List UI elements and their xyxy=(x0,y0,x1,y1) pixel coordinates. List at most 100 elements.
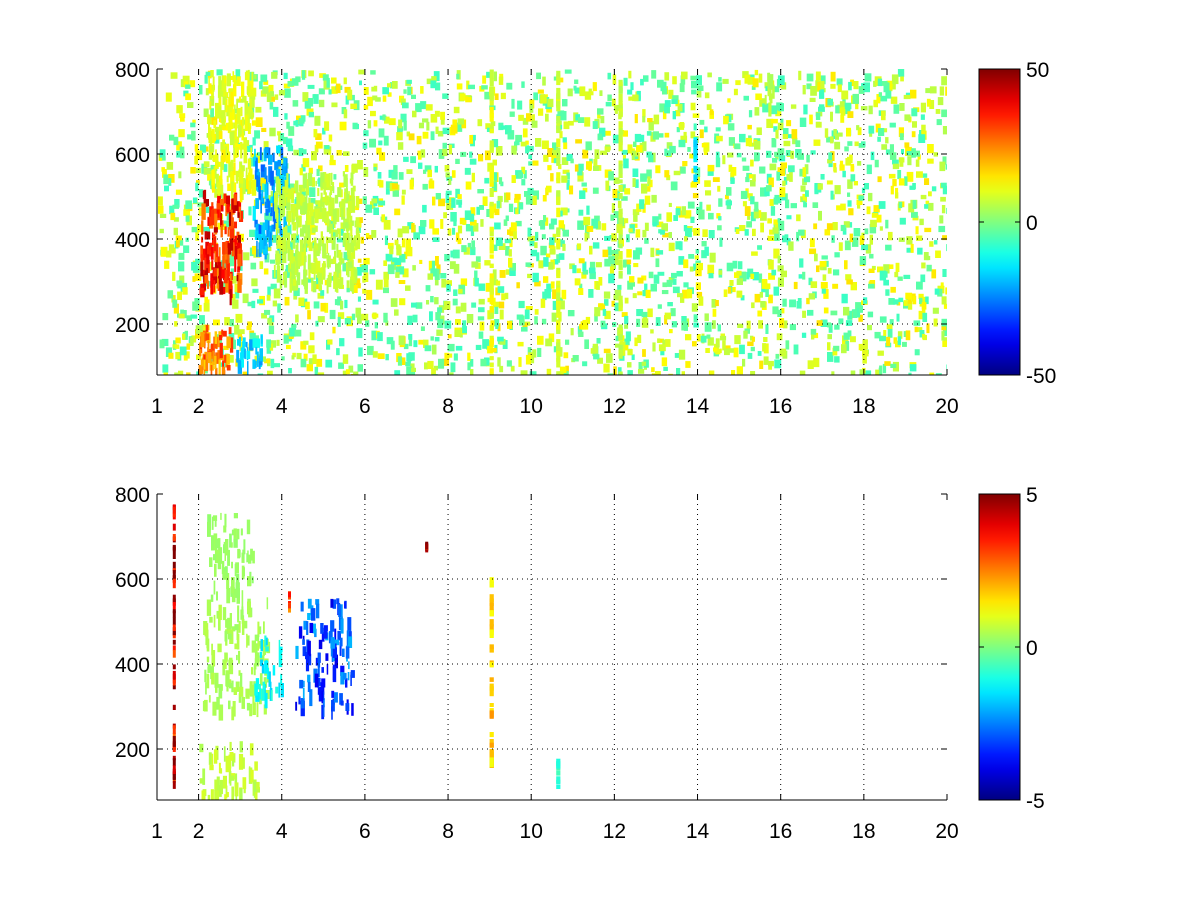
heatmap-cell xyxy=(759,360,764,369)
heatmap-cell xyxy=(624,338,630,346)
heatmap-cell xyxy=(482,339,489,349)
heatmap-cell xyxy=(266,597,269,610)
heatmap-cell xyxy=(550,218,557,225)
heatmap-cell xyxy=(256,351,259,367)
heatmap-cell xyxy=(541,234,546,240)
heatmap-cell xyxy=(878,201,886,209)
heatmap-cell xyxy=(657,271,665,276)
heatmap-cell xyxy=(600,115,605,124)
heatmap-cell xyxy=(618,173,623,178)
heatmap-cell xyxy=(351,313,356,321)
heatmap-cell xyxy=(323,145,329,155)
heatmap-cell xyxy=(342,354,349,364)
heatmap-cell xyxy=(457,118,465,125)
heatmap-cell xyxy=(441,279,447,288)
heatmap-cell xyxy=(247,576,252,587)
heatmap-cell xyxy=(624,188,631,195)
heatmap-cell xyxy=(309,265,313,273)
heatmap-cell xyxy=(546,368,552,375)
heatmap-cell xyxy=(446,280,452,286)
heatmap-cell xyxy=(229,533,232,548)
heatmap-cell xyxy=(767,218,772,224)
heatmap-cell xyxy=(851,237,859,247)
heatmap-cell xyxy=(230,181,234,199)
heatmap-cell xyxy=(505,269,513,275)
heatmap-cell xyxy=(490,320,495,326)
heatmap-cell xyxy=(629,276,635,283)
heatmap-cell xyxy=(758,320,763,329)
heatmap-cell xyxy=(205,88,209,96)
heatmap-cell xyxy=(834,252,840,258)
heatmap-cell xyxy=(168,174,175,183)
heatmap-cell xyxy=(611,300,615,307)
heatmap-cell xyxy=(342,262,349,272)
heatmap-cell xyxy=(489,325,494,331)
heatmap-cell xyxy=(680,166,686,174)
heatmap-cell xyxy=(846,279,853,285)
heatmap-cell xyxy=(432,228,439,235)
heatmap-cell xyxy=(696,262,703,271)
heatmap-cell xyxy=(534,242,538,249)
heatmap-cell xyxy=(363,272,369,282)
heatmap-cell xyxy=(658,344,666,352)
heatmap-cell xyxy=(465,96,472,103)
heatmap-cell xyxy=(863,297,868,304)
heatmap-cell xyxy=(431,260,436,270)
heatmap-cell xyxy=(679,122,685,130)
heatmap-cell xyxy=(172,639,176,645)
heatmap-cell xyxy=(701,241,707,247)
heatmap-cell xyxy=(618,121,623,128)
heatmap-cell xyxy=(668,242,675,252)
heatmap-cell xyxy=(212,129,215,141)
heatmap-cell xyxy=(291,268,296,284)
heatmap-cell xyxy=(334,692,338,703)
heatmap-cell xyxy=(694,255,699,260)
heatmap-cell xyxy=(490,121,496,127)
heatmap-cell xyxy=(809,97,816,102)
heatmap-cell xyxy=(205,71,211,76)
heatmap-cell xyxy=(179,113,186,119)
heatmap-cell xyxy=(295,314,299,323)
heatmap-cell xyxy=(622,348,626,356)
heatmap-cell xyxy=(449,261,456,270)
heatmap-cell xyxy=(566,172,570,180)
heatmap-cell xyxy=(516,282,520,289)
heatmap-cell xyxy=(489,294,494,305)
heatmap-cell xyxy=(821,288,826,294)
colorbar-tick-label: 0 xyxy=(1026,212,1038,235)
heatmap-cell xyxy=(704,246,709,256)
heatmap-cell xyxy=(383,287,389,294)
heatmap-cell xyxy=(336,150,342,156)
heatmap-cell xyxy=(254,360,257,368)
heatmap-cell xyxy=(292,100,299,107)
heatmap-cell xyxy=(172,617,176,626)
heatmap-cell xyxy=(225,277,229,293)
heatmap-cell xyxy=(618,239,623,245)
heatmap-cell xyxy=(903,300,908,306)
heatmap-cell xyxy=(293,183,296,191)
heatmap-cell xyxy=(222,607,227,621)
heatmap-cell xyxy=(487,310,492,320)
heatmap-cell xyxy=(712,177,720,182)
heatmap-cell xyxy=(768,360,774,367)
heatmap-cell xyxy=(598,303,604,309)
heatmap-cell xyxy=(503,219,508,226)
heatmap-cell xyxy=(754,293,761,303)
heatmap-cell xyxy=(646,186,651,192)
heatmap-cell xyxy=(191,261,198,271)
heatmap-cell xyxy=(200,359,205,367)
heatmap-cell xyxy=(216,776,220,792)
heatmap-cell xyxy=(272,211,275,222)
heatmap-cell xyxy=(299,239,304,256)
heatmap-cell xyxy=(257,373,264,375)
heatmap-cell xyxy=(269,127,276,137)
heatmap-cell xyxy=(606,353,613,363)
heatmap-cell xyxy=(302,92,309,102)
heatmap-cell xyxy=(810,86,817,96)
heatmap-cell xyxy=(864,73,872,82)
heatmap-cell xyxy=(435,256,439,266)
heatmap-cell xyxy=(387,83,392,88)
heatmap-cell xyxy=(302,202,306,215)
heatmap-cell xyxy=(790,150,794,159)
heatmap-cell xyxy=(446,284,451,292)
